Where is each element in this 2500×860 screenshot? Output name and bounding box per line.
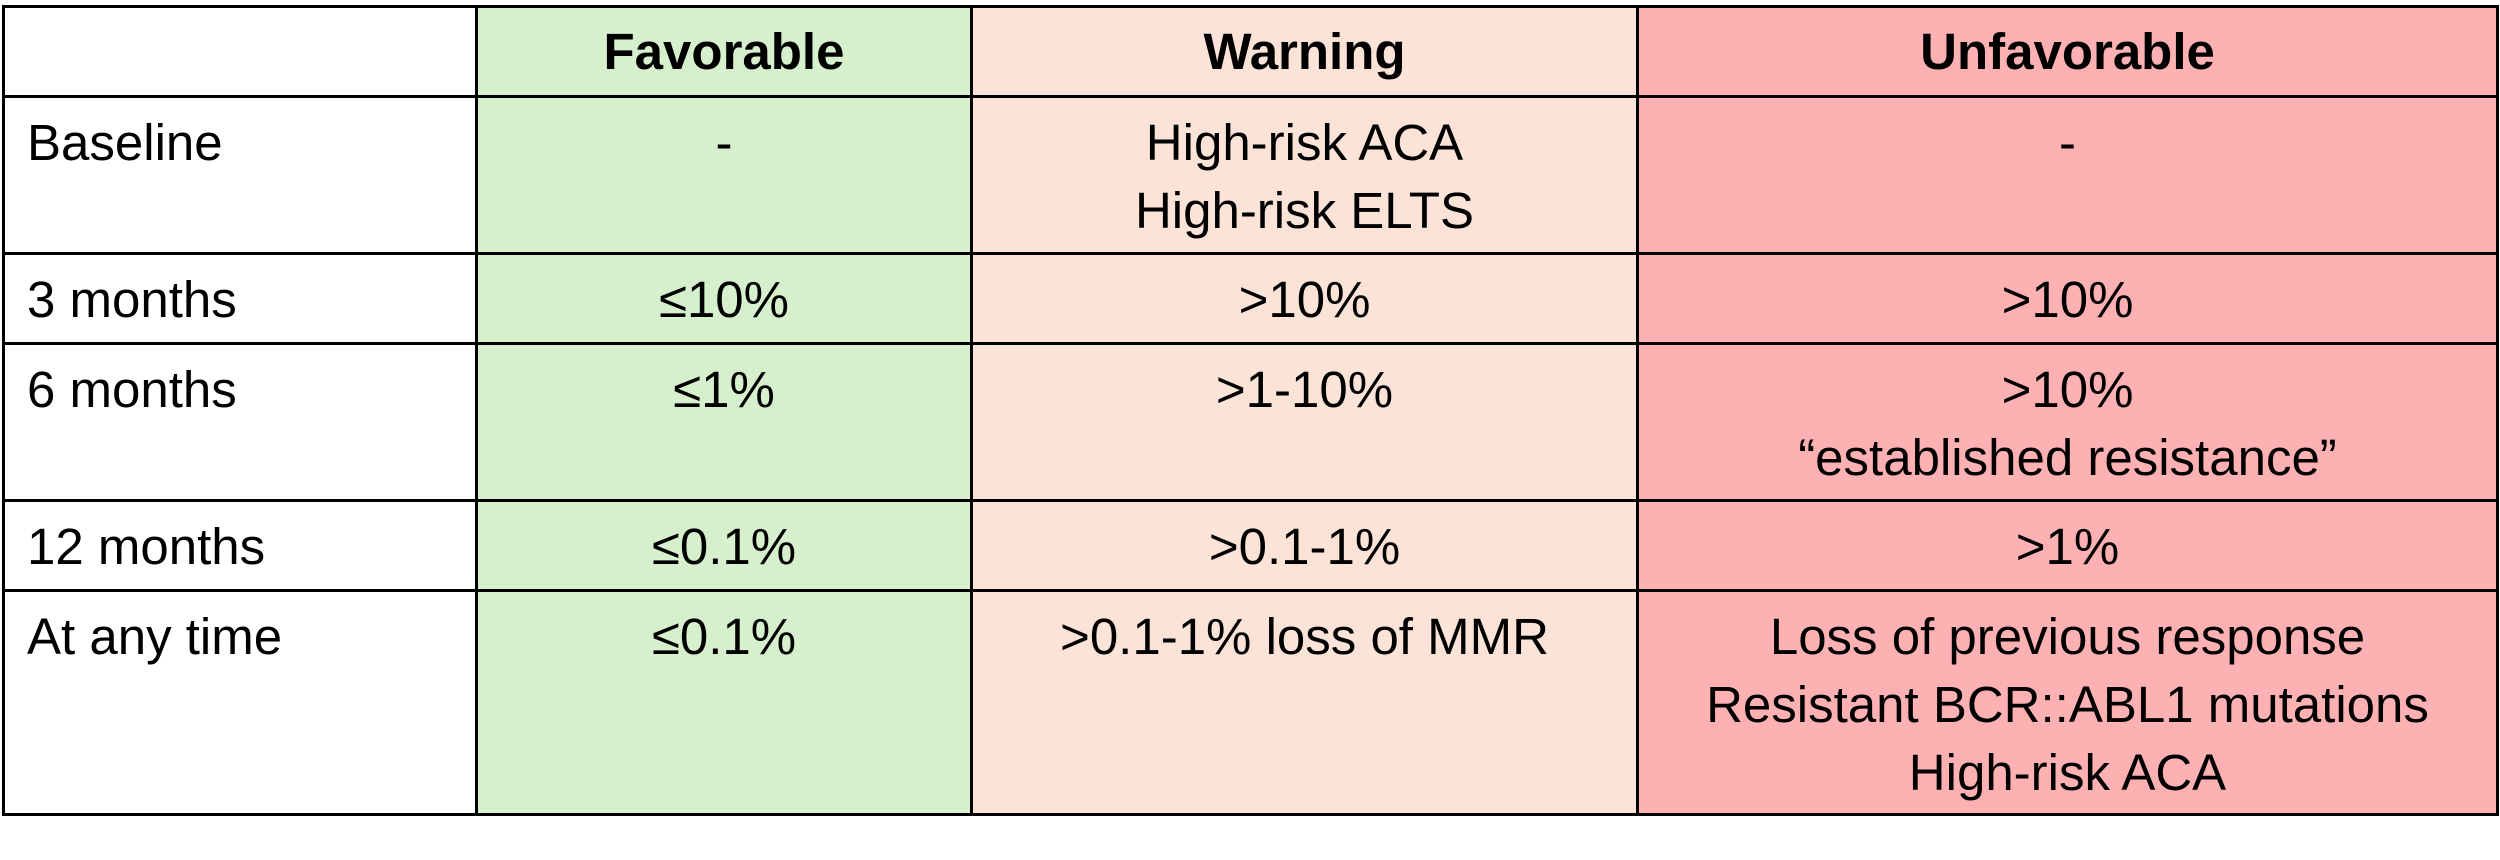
warning-cell: >0.1-1% loss of MMR [970,589,1639,816]
cell-line: ≤10% [658,271,790,328]
row-label: At any time [2,589,478,816]
favorable-cell: ≤0.1% [475,499,973,592]
row-label: Baseline [2,95,478,255]
cell-line: ≤1% [673,361,775,418]
table-row: At any time ≤0.1% >0.1-1% loss of MMR Lo… [2,589,2499,816]
warning-cell: >10% [970,252,1639,345]
cell-line: ≤0.1% [651,608,797,665]
header-warning: Warning [970,5,1639,98]
header-unfavorable: Unfavorable [1636,5,2499,98]
unfavorable-cell: - [1636,95,2499,255]
table-header-row: Favorable Warning Unfavorable [2,5,2499,98]
cell-line: >10% [2001,361,2134,418]
cell-line: >10% [2001,271,2134,328]
cell-line: >1-10% [1215,361,1394,418]
favorable-cell: ≤0.1% [475,589,973,816]
favorable-cell: ≤1% [475,342,973,502]
cell-line: >10% [1238,271,1371,328]
table-row: 6 months ≤1% >1-10% >10% “established res… [2,342,2499,502]
cell-line: Loss of previous response [1769,608,2366,665]
header-favorable: Favorable [475,5,973,98]
cell-line: “established resistance” [1798,429,2337,486]
row-label: 12 months [2,499,478,592]
response-criteria-table: Favorable Warning Unfavorable Baseline -… [2,5,2499,816]
cell-line: Resistant BCR::ABL1 mutations [1706,676,2429,733]
unfavorable-cell: >10% [1636,252,2499,345]
cell-line: High-risk ELTS [1134,182,1475,239]
cell-line: High-risk ACA [1908,744,2227,801]
unfavorable-cell: >1% [1636,499,2499,592]
cell-line: - [715,114,733,171]
cell-line: ≤0.1% [651,518,797,575]
cell-line: - [2059,114,2076,171]
row-label: 3 months [2,252,478,345]
favorable-cell: - [475,95,973,255]
header-corner-cell [2,5,478,98]
warning-cell: >1-10% [970,342,1639,502]
table-row: 12 months ≤0.1% >0.1-1% >1% [2,499,2499,592]
cell-line: >1% [2015,518,2120,575]
unfavorable-cell: >10% “established resistance” [1636,342,2499,502]
table-row: Baseline - High-risk ACA High-risk ELTS - [2,95,2499,255]
cell-line: High-risk ACA [1145,114,1464,171]
row-label: 6 months [2,342,478,502]
table-row: 3 months ≤10% >10% >10% [2,252,2499,345]
cell-line: >0.1-1% [1208,518,1401,575]
warning-cell: >0.1-1% [970,499,1639,592]
cell-line: >0.1-1% loss of MMR [1060,608,1549,665]
warning-cell: High-risk ACA High-risk ELTS [970,95,1639,255]
favorable-cell: ≤10% [475,252,973,345]
